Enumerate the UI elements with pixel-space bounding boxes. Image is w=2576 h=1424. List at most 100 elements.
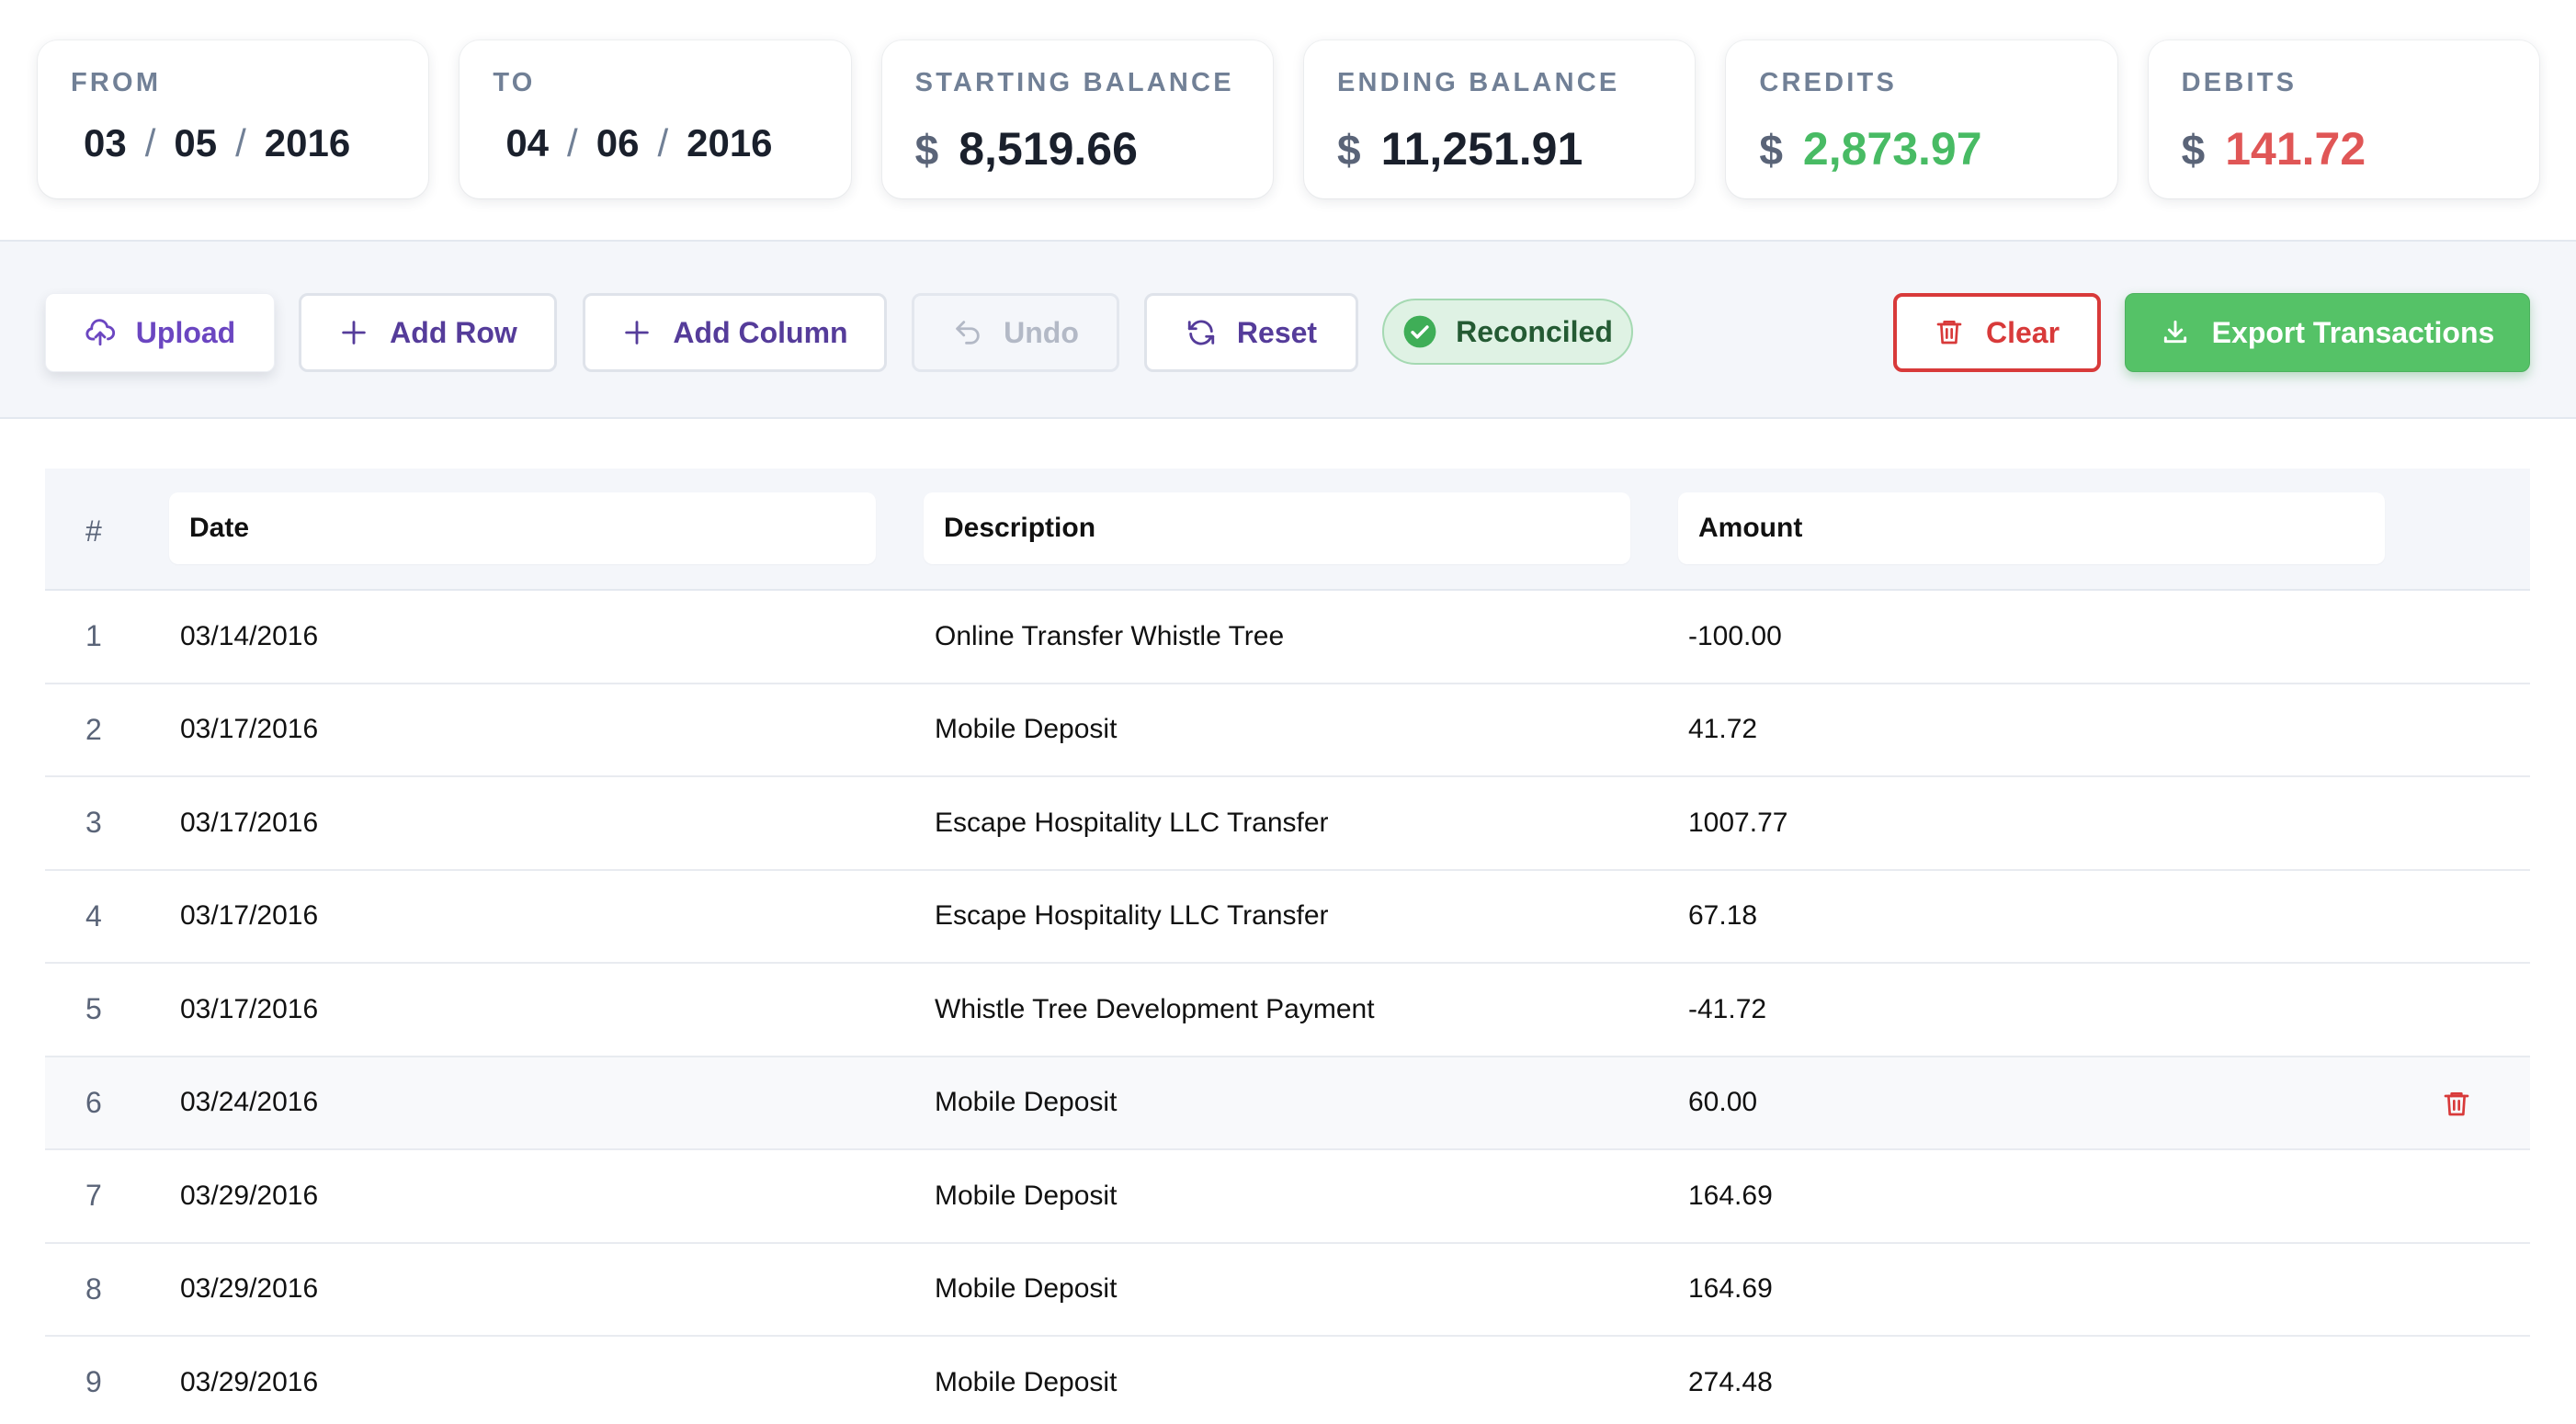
ending-balance-card: ENDING BALANCE $ 11,251.91 (1303, 40, 1696, 198)
ending-balance-value[interactable]: 11,251.91 (1380, 123, 1583, 175)
credits-total: $ 2,873.97 (1759, 126, 2083, 172)
table-row[interactable]: 4 03/17/2016 Escape Hospitality LLC Tran… (45, 871, 2530, 964)
reset-button[interactable]: Reset (1144, 293, 1358, 372)
column-header-description[interactable]: Description (924, 492, 1630, 564)
to-day[interactable]: 06 (596, 121, 640, 164)
toolbar: Upload Add Row Add Column Undo Reset (0, 240, 2576, 419)
amount-cell[interactable]: 164.69 (1688, 1273, 1773, 1305)
add-column-button[interactable]: Add Column (583, 293, 887, 372)
amount-cell[interactable]: -100.00 (1688, 620, 1782, 651)
table-header: # Date Description Amount (45, 469, 2530, 591)
row-number: 6 (85, 1085, 102, 1119)
ending-balance-input[interactable]: $ 11,251.91 (1337, 126, 1662, 172)
from-day[interactable]: 05 (174, 121, 218, 164)
from-date-label: FROM (71, 68, 162, 97)
table-row[interactable]: 5 03/17/2016 Whistle Tree Development Pa… (45, 964, 2530, 1057)
description-cell[interactable]: Mobile Deposit (935, 1273, 1118, 1305)
starting-balance-value[interactable]: 8,519.66 (959, 123, 1138, 175)
ending-balance-label: ENDING BALANCE (1336, 68, 1620, 97)
credits-value: 2,873.97 (1802, 123, 1982, 175)
clear-button[interactable]: Clear (1893, 293, 2101, 372)
table-row[interactable]: 2 03/17/2016 Mobile Deposit 41.72 (45, 684, 2530, 777)
amount-cell[interactable]: 67.18 (1688, 900, 1758, 932)
date-separator: / (567, 121, 578, 164)
date-cell[interactable]: 03/17/2016 (180, 900, 319, 932)
credits-label: CREDITS (1759, 68, 1897, 97)
plus-icon (338, 317, 369, 348)
row-number: 3 (85, 806, 102, 840)
date-cell[interactable]: 03/17/2016 (180, 993, 319, 1024)
amount-cell[interactable]: 41.72 (1688, 714, 1758, 745)
description-cell[interactable]: Mobile Deposit (935, 1087, 1118, 1118)
column-header-date[interactable]: Date (169, 492, 876, 564)
add-column-label: Add Column (673, 315, 848, 349)
date-cell[interactable]: 03/14/2016 (180, 620, 319, 651)
to-date-card: TO 04 / 06 / 2016 (460, 40, 851, 198)
date-cell[interactable]: 03/29/2016 (180, 1273, 319, 1305)
table-row[interactable]: 9 03/29/2016 Mobile Deposit 274.48 (45, 1337, 2530, 1424)
debits-label: DEBITS (2181, 68, 2298, 97)
delete-row-trash-icon[interactable] (2442, 1088, 2471, 1119)
to-month[interactable]: 04 (505, 121, 550, 164)
debits-total: $ 141.72 (2182, 126, 2506, 172)
table-row-hovered[interactable]: 6 03/24/2016 Mobile Deposit 60.00 (45, 1057, 2530, 1150)
currency-symbol: $ (2181, 126, 2206, 174)
starting-balance-input[interactable]: $ 8,519.66 (915, 126, 1240, 172)
upload-cloud-icon (85, 317, 116, 348)
description-cell[interactable]: Whistle Tree Development Payment (935, 993, 1375, 1024)
description-cell[interactable]: Mobile Deposit (935, 714, 1118, 745)
row-number: 4 (85, 898, 102, 932)
currency-symbol: $ (1759, 126, 1783, 174)
reset-label: Reset (1236, 315, 1318, 349)
date-cell[interactable]: 03/29/2016 (180, 1366, 319, 1397)
to-year[interactable]: 2016 (687, 121, 773, 164)
currency-symbol: $ (914, 126, 939, 174)
from-date-card: FROM 03 / 05 / 2016 (38, 40, 429, 198)
description-cell[interactable]: Escape Hospitality LLC Transfer (935, 900, 1329, 932)
column-header-amount[interactable]: Amount (1678, 492, 2385, 564)
row-number: 2 (85, 712, 102, 746)
table-row[interactable]: 1 03/14/2016 Online Transfer Whistle Tre… (45, 591, 2530, 684)
to-date-input[interactable]: 04 / 06 / 2016 (493, 124, 817, 163)
summary-cards: FROM 03 / 05 / 2016 TO 04 / 06 / 2016 ST… (38, 40, 2539, 198)
description-cell[interactable]: Online Transfer Whistle Tree (935, 620, 1285, 651)
amount-cell[interactable]: 1007.77 (1688, 807, 1788, 838)
from-year[interactable]: 2016 (264, 121, 351, 164)
transactions-table: # Date Description Amount 1 03/14/2016 O… (45, 469, 2530, 1424)
upload-label: Upload (135, 315, 236, 349)
row-number: 8 (85, 1271, 102, 1305)
check-circle-icon (1402, 314, 1437, 349)
amount-cell[interactable]: 274.48 (1688, 1366, 1773, 1397)
undo-label: Undo (1004, 315, 1079, 349)
add-row-label: Add Row (390, 315, 517, 349)
date-cell[interactable]: 03/24/2016 (180, 1087, 319, 1118)
date-cell[interactable]: 03/29/2016 (180, 1180, 319, 1211)
amount-cell[interactable]: -41.72 (1688, 993, 1767, 1024)
reconciled-status-badge: Reconciled (1382, 299, 1633, 365)
clear-label: Clear (1985, 315, 2060, 349)
date-separator: / (235, 121, 246, 164)
table-row[interactable]: 8 03/29/2016 Mobile Deposit 164.69 (45, 1244, 2530, 1337)
add-row-button[interactable]: Add Row (299, 293, 557, 372)
table-row[interactable]: 3 03/17/2016 Escape Hospitality LLC Tran… (45, 777, 2530, 871)
description-cell[interactable]: Mobile Deposit (935, 1180, 1118, 1211)
to-date-label: TO (493, 68, 536, 97)
table-row[interactable]: 7 03/29/2016 Mobile Deposit 164.69 (45, 1150, 2530, 1244)
amount-cell[interactable]: 60.00 (1688, 1087, 1758, 1118)
currency-symbol: $ (1336, 126, 1361, 174)
description-cell[interactable]: Mobile Deposit (935, 1366, 1118, 1397)
debits-value: 141.72 (2225, 123, 2366, 175)
date-cell[interactable]: 03/17/2016 (180, 714, 319, 745)
debits-card: DEBITS $ 141.72 (2148, 40, 2539, 198)
plus-icon (621, 317, 653, 348)
date-separator: / (144, 121, 156, 164)
from-month[interactable]: 03 (84, 121, 127, 164)
upload-button[interactable]: Upload (45, 293, 275, 372)
date-cell[interactable]: 03/17/2016 (180, 807, 319, 838)
description-cell[interactable]: Escape Hospitality LLC Transfer (935, 807, 1329, 838)
undo-button[interactable]: Undo (912, 293, 1119, 372)
amount-cell[interactable]: 164.69 (1688, 1180, 1773, 1211)
from-date-input[interactable]: 03 / 05 / 2016 (71, 124, 395, 163)
download-icon (2161, 317, 2192, 348)
export-transactions-button[interactable]: Export Transactions (2125, 293, 2530, 372)
